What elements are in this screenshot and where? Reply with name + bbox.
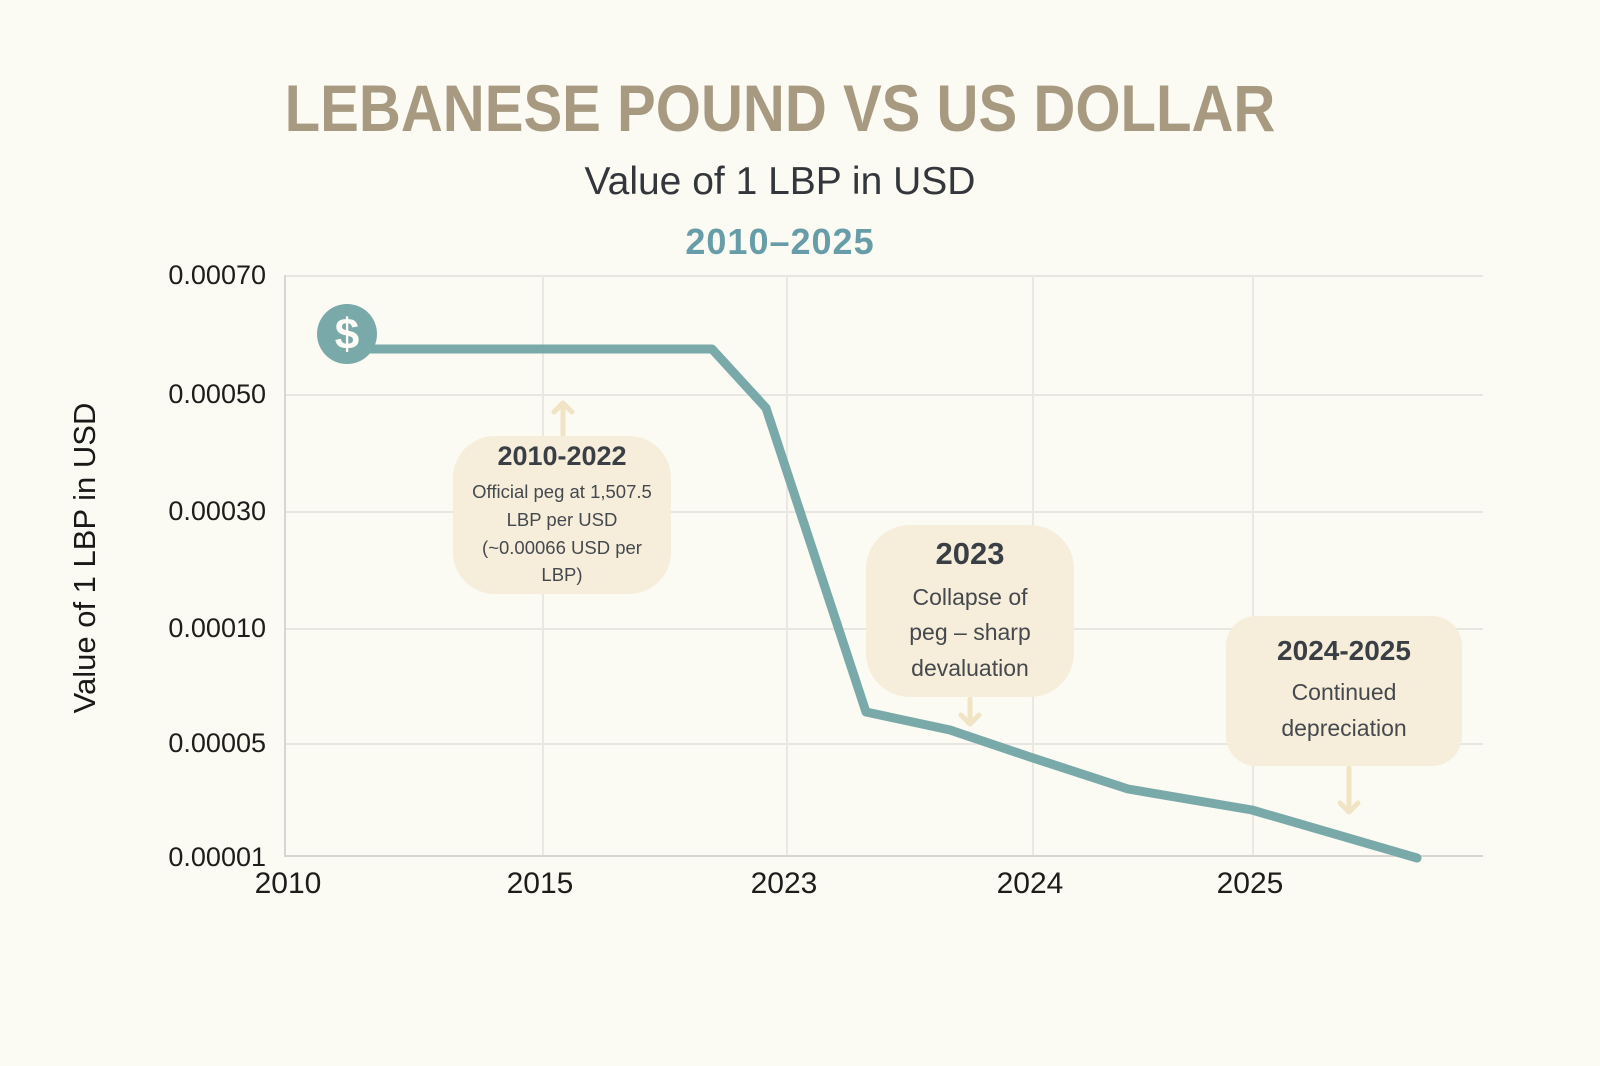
annotation-depreciation-2024-2025: 2024-2025 Continued depreciation [1226,616,1462,766]
gridline-horizontal [286,275,1483,277]
y-tick-label: 0.00010 [168,613,266,643]
annotation-title: 2010-2022 [497,441,627,471]
gridline-vertical [786,275,788,855]
y-tick-label: 0.00001 [168,842,266,872]
y-tick-label: 0.00050 [168,379,266,409]
arrow-up-icon [551,400,575,440]
dollar-marker-circle [317,304,377,364]
chart-subtitle: Value of 1 LBP in USD [584,160,976,203]
data-line [342,344,1422,863]
gridline-vertical [1252,275,1254,855]
x-tick-label: 2024 [996,867,1064,900]
dollar-sign-icon: $ [335,310,359,359]
gridline-horizontal [286,394,1483,396]
arrow-down-icon [958,696,982,727]
annotation-title: 2024-2025 [1277,635,1411,667]
x-tick-label: 2025 [1216,867,1284,900]
x-tick-label: 2015 [506,867,574,900]
arrow-down-icon [1337,765,1361,815]
x-tick-label: 2010 [254,867,322,900]
chart-period: 2010–2025 [685,221,875,262]
annotation-body: Continued depreciation [1281,679,1407,741]
gridline-horizontal [286,743,1483,745]
y-tick-label: 0.00030 [168,496,266,526]
annotation-body: Collapse of peg – sharp devaluation [909,583,1031,681]
page-title: LEBANESE POUND VS US DOLLAR [284,71,1276,145]
y-tick-label: 0.00070 [168,260,266,290]
gridline-horizontal [286,511,1483,513]
x-tick-label: 2023 [750,867,818,900]
annotation-peg-2010-2022: 2010-2022 Official peg at 1,507.5 LBP pe… [453,436,671,594]
y-tick-label: 0.00005 [168,728,266,758]
annotation-collapse-2023: 2023 Collapse of peg – sharp devaluation [866,525,1074,697]
annotation-title: 2023 [935,535,1005,571]
annotation-body: Official peg at 1,507.5 LBP per USD (~0.… [472,481,652,586]
